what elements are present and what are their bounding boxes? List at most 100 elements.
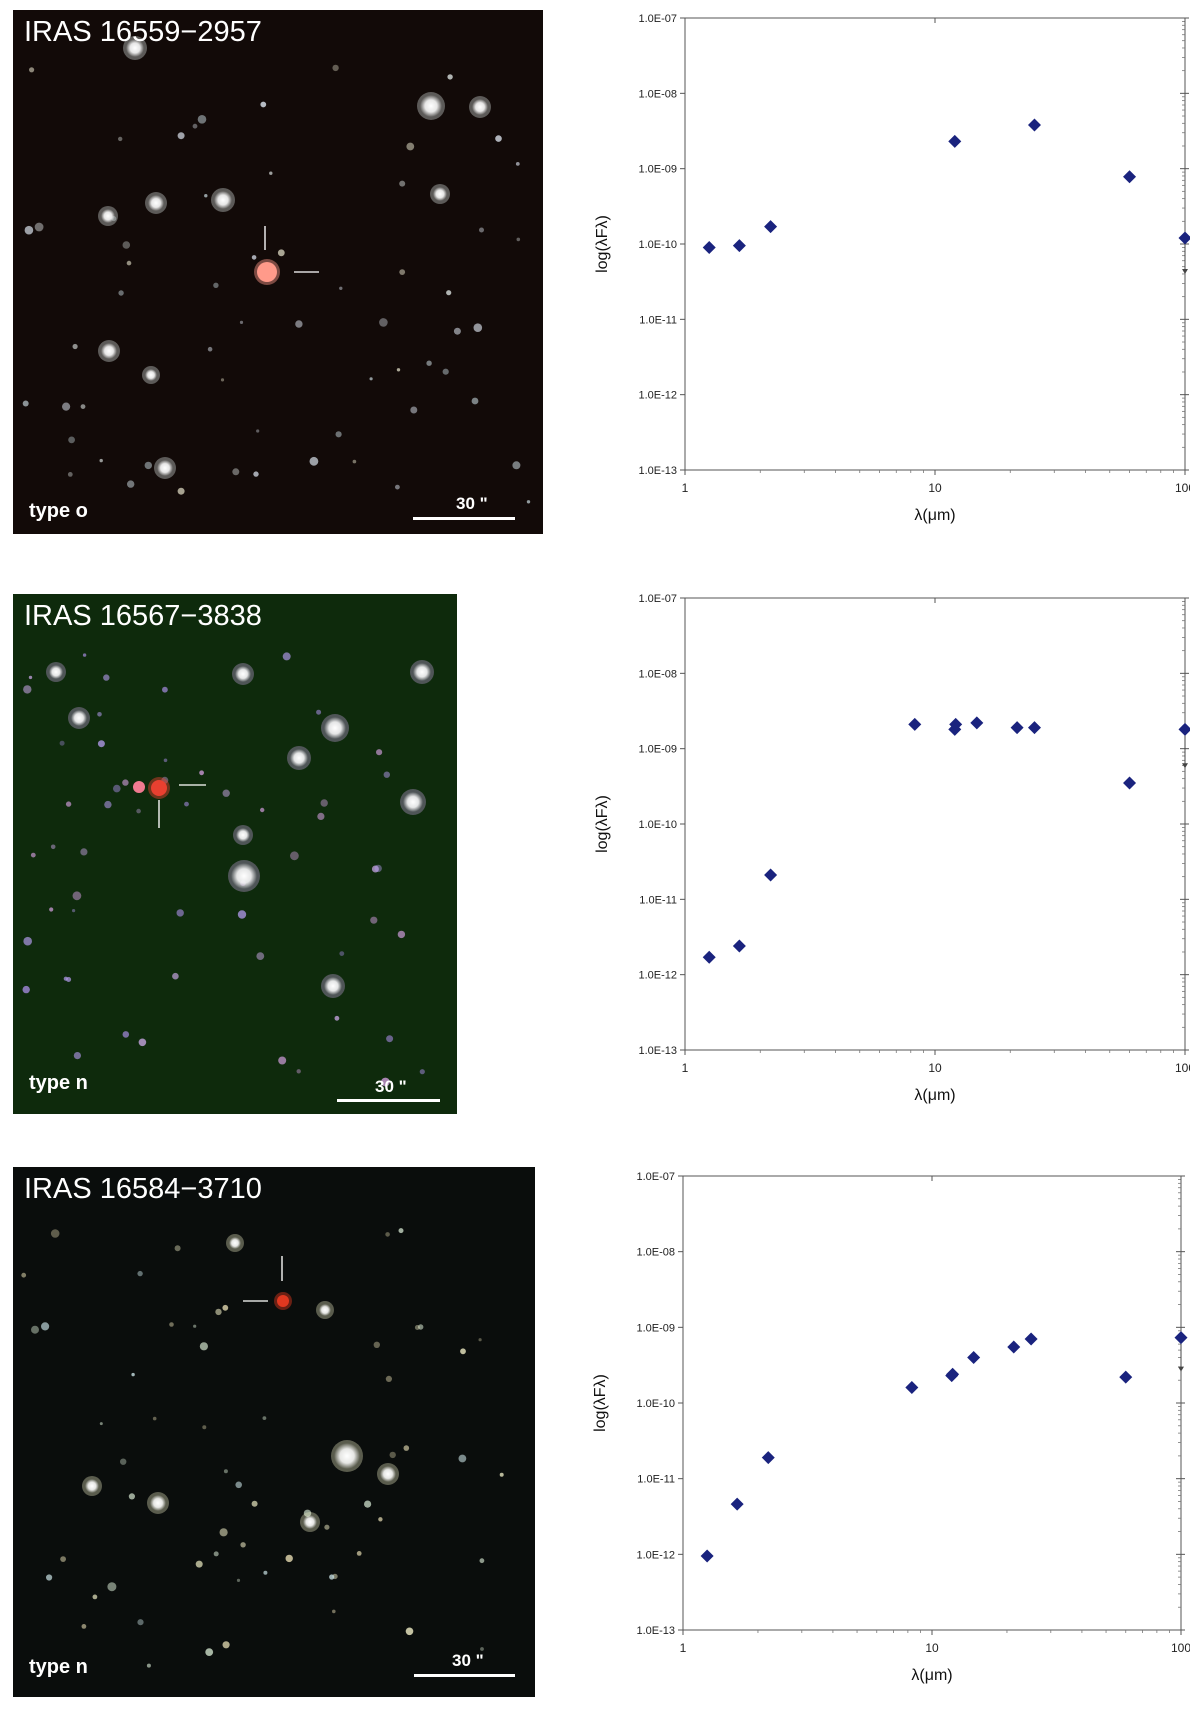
- sed-plot: 1.0E-13 1.0E-12 1.0E-11 1.0E-10 1.0E-09 1.0E-…: [592, 1171, 1191, 1684]
- star: [370, 916, 378, 924]
- data-point: [1174, 1331, 1188, 1345]
- target-source: [151, 780, 167, 796]
- y-tick-label: 1.0E-11: [639, 894, 677, 906]
- star: [29, 67, 35, 73]
- bright-star: [214, 191, 232, 209]
- star: [205, 1648, 214, 1656]
- star: [192, 123, 198, 129]
- bright-star: [236, 828, 250, 842]
- star: [65, 801, 72, 807]
- star: [256, 429, 260, 433]
- star: [118, 136, 123, 142]
- star: [389, 1451, 396, 1459]
- star: [222, 1641, 230, 1649]
- star: [22, 985, 30, 994]
- star: [335, 431, 342, 438]
- y-axis-label: log(λFλ): [592, 1374, 609, 1432]
- star: [213, 282, 219, 288]
- star: [458, 1454, 467, 1463]
- data-point: [948, 134, 962, 148]
- star: [202, 1425, 207, 1430]
- star: [24, 225, 34, 235]
- bright-star: [235, 666, 251, 682]
- star: [371, 865, 379, 873]
- star: [251, 1500, 258, 1507]
- data-point: [730, 1497, 744, 1511]
- data-point: [702, 240, 716, 254]
- star: [399, 269, 406, 275]
- data-point: [1123, 776, 1137, 790]
- star: [410, 406, 418, 414]
- star: [82, 653, 87, 657]
- star: [177, 132, 185, 140]
- x-tick-label: 10: [928, 481, 942, 495]
- star: [260, 101, 267, 108]
- star: [219, 1528, 228, 1537]
- star: [137, 1270, 143, 1277]
- data-point: [970, 716, 984, 730]
- target-source: [257, 262, 277, 282]
- bright-star: [85, 1479, 99, 1493]
- star: [339, 951, 345, 956]
- data-point: [1119, 1370, 1133, 1384]
- sed-chart: 1.0E-13 1.0E-12 1.0E-11 1.0E-10 1.0E-09 1.0E-…: [590, 8, 1195, 538]
- star: [46, 1574, 53, 1581]
- y-tick-label: 1.0E-10: [638, 819, 677, 831]
- y-axis-label: log(λFλ): [594, 795, 611, 853]
- star: [127, 480, 135, 488]
- bright-star: [413, 663, 431, 681]
- bright-star: [334, 1443, 360, 1469]
- star: [63, 976, 68, 981]
- star: [237, 910, 247, 919]
- data-point: [732, 239, 746, 253]
- star: [414, 1325, 420, 1330]
- y-tick-label: 1.0E-13: [638, 1045, 677, 1057]
- sky-image: IRAS 16567−3838 type n 30 ": [13, 594, 457, 1114]
- star: [213, 1551, 219, 1557]
- bright-star: [433, 187, 447, 201]
- star: [309, 456, 319, 466]
- y-tick-label: 1.0E-07: [636, 1171, 675, 1183]
- star: [169, 1322, 174, 1327]
- type-label: type n: [29, 1072, 88, 1094]
- y-tick-label: 1.0E-13: [636, 1625, 675, 1637]
- star: [122, 779, 129, 786]
- bright-star: [324, 977, 342, 995]
- star: [72, 891, 82, 901]
- bright-star: [472, 99, 488, 115]
- star: [50, 1229, 60, 1238]
- star: [99, 1422, 103, 1426]
- data-point: [949, 717, 963, 731]
- star-field: [13, 1167, 535, 1697]
- star: [97, 740, 105, 748]
- x-tick-label: 1: [682, 481, 689, 495]
- bright-star: [145, 369, 157, 381]
- star: [495, 135, 502, 142]
- star: [447, 74, 453, 80]
- star: [251, 255, 257, 260]
- star: [162, 686, 168, 693]
- x-tick-label: 100: [1171, 1641, 1190, 1655]
- star: [240, 1542, 246, 1548]
- star: [369, 377, 373, 381]
- star: [67, 472, 73, 477]
- star: [480, 1647, 484, 1651]
- x-axis-label: λ(μm): [914, 507, 955, 524]
- star: [329, 1574, 335, 1580]
- star: [395, 484, 400, 490]
- star: [30, 852, 36, 858]
- star: [386, 1035, 394, 1043]
- sed-chart: 1.0E-13 1.0E-12 1.0E-11 1.0E-10 1.0E-09 1.0E-…: [590, 1166, 1191, 1702]
- star: [378, 1517, 383, 1522]
- star: [339, 286, 343, 290]
- star: [406, 142, 415, 151]
- star: [174, 1245, 181, 1252]
- star: [97, 712, 102, 717]
- star: [383, 771, 390, 778]
- data-point: [1007, 1340, 1021, 1354]
- star: [385, 1232, 390, 1237]
- bright-star: [150, 1495, 166, 1511]
- data-point: [908, 717, 922, 731]
- y-tick-label: 1.0E-09: [636, 1322, 675, 1334]
- bright-star: [324, 717, 346, 739]
